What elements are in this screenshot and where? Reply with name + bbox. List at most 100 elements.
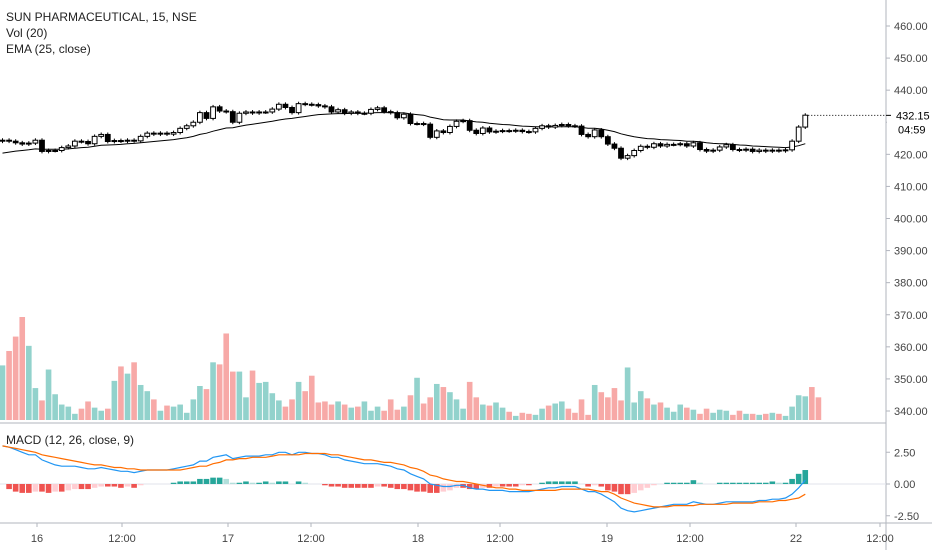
volume-bar	[394, 409, 401, 420]
candle-body	[65, 145, 72, 149]
macd-histogram-bar	[197, 478, 203, 484]
candle-body	[776, 149, 782, 152]
candle-body	[657, 143, 664, 147]
candle-body	[229, 111, 236, 123]
symbol-title[interactable]: SUN PHARMACEUTICAL, 15, NSE	[6, 10, 197, 24]
macd-histogram-bar	[565, 481, 572, 484]
candle-body	[565, 123, 572, 127]
candle-body	[591, 129, 598, 138]
macd-histogram-bar	[98, 484, 104, 487]
candle-body	[690, 142, 697, 147]
macd-histogram-bar	[420, 484, 427, 492]
candle-body	[203, 112, 210, 119]
volume-bar	[539, 408, 545, 420]
candle	[400, 112, 407, 120]
candle	[466, 118, 473, 133]
macd-histogram-bar	[802, 470, 809, 484]
macd-histogram-bar	[598, 484, 605, 487]
volume-bar	[578, 399, 585, 420]
volume-bar	[230, 371, 236, 420]
candle-body	[414, 123, 420, 126]
volume-bar	[203, 389, 210, 420]
candle	[565, 122, 572, 128]
time-tick-label: 17	[222, 533, 234, 545]
volume-legend[interactable]: Vol (20)	[6, 26, 48, 40]
volume-bar	[657, 402, 664, 420]
last-price-badge	[887, 106, 932, 141]
candle	[499, 128, 506, 134]
macd-legend[interactable]: MACD (12, 26, close, 9)	[6, 433, 135, 447]
volume-bar	[815, 397, 822, 420]
candle	[124, 138, 131, 144]
time-tick-label: 18	[412, 533, 424, 545]
candle-body	[769, 149, 776, 152]
candle	[637, 144, 644, 153]
candle-body	[723, 144, 730, 148]
volume-bar	[697, 413, 703, 420]
countdown-label: 04:59	[898, 124, 926, 136]
volume-bar	[598, 392, 605, 420]
candle-body	[98, 133, 105, 137]
macd-histogram-bar	[414, 484, 420, 492]
volume-bar	[651, 404, 657, 420]
volume-bar	[85, 401, 91, 420]
candle-body	[644, 145, 651, 148]
candle-body	[460, 120, 467, 123]
macd-histogram-bar	[605, 484, 611, 491]
candle	[545, 123, 552, 129]
price-candles	[0, 101, 886, 161]
volume-bar	[32, 388, 39, 420]
candle	[111, 138, 118, 144]
volume-bar	[703, 408, 710, 420]
price-tick-label: 340.00	[894, 406, 928, 418]
candle	[756, 148, 763, 154]
candle-body	[479, 127, 486, 134]
candle	[104, 132, 111, 144]
candle	[486, 126, 493, 134]
macd-histogram-bar	[19, 484, 26, 493]
candle-body	[45, 149, 52, 152]
volume-bar	[591, 384, 598, 420]
candle	[447, 124, 453, 135]
volume-bar	[262, 381, 269, 420]
volume-bar	[473, 397, 480, 420]
candle	[374, 105, 381, 112]
macd-histogram-bar	[52, 484, 58, 492]
candle	[118, 138, 124, 144]
volume-bar	[480, 404, 486, 420]
candle	[618, 146, 624, 161]
time-tick-label: 12:00	[108, 533, 136, 545]
macd-histogram-bar	[256, 482, 262, 484]
macd-histogram-bar	[355, 484, 361, 488]
macd-histogram-bar	[506, 484, 512, 487]
price-tick-label: 410.00	[894, 181, 928, 193]
volume-bar	[12, 336, 19, 420]
macd-histogram-bar	[539, 482, 545, 484]
candle	[354, 110, 361, 116]
volume-bar	[170, 406, 177, 420]
candle	[532, 126, 539, 134]
candle	[407, 112, 414, 126]
volume-bar	[91, 407, 98, 420]
ema-legend[interactable]: EMA (25, close)	[6, 42, 91, 56]
macd-histogram-bar	[473, 484, 480, 490]
macd-histogram-bar	[269, 482, 276, 484]
macd-histogram-bar	[236, 482, 243, 484]
volume-bar	[210, 362, 216, 420]
volume-bar	[361, 401, 368, 420]
macd-histogram-bar	[328, 484, 335, 487]
volume-bar	[486, 405, 493, 420]
candle	[85, 139, 91, 146]
volume-bar	[111, 380, 118, 420]
candle	[769, 148, 776, 154]
volume-bar	[183, 412, 190, 420]
candle	[776, 148, 782, 153]
macd-histogram-bar	[545, 481, 552, 484]
macd-histogram-bar	[216, 477, 223, 484]
candle	[328, 104, 335, 114]
macd-histogram-bar	[591, 484, 598, 486]
price-tick-label: 460.00	[894, 21, 928, 33]
macd-histogram-bar	[177, 481, 183, 484]
volume-bar	[157, 410, 164, 420]
